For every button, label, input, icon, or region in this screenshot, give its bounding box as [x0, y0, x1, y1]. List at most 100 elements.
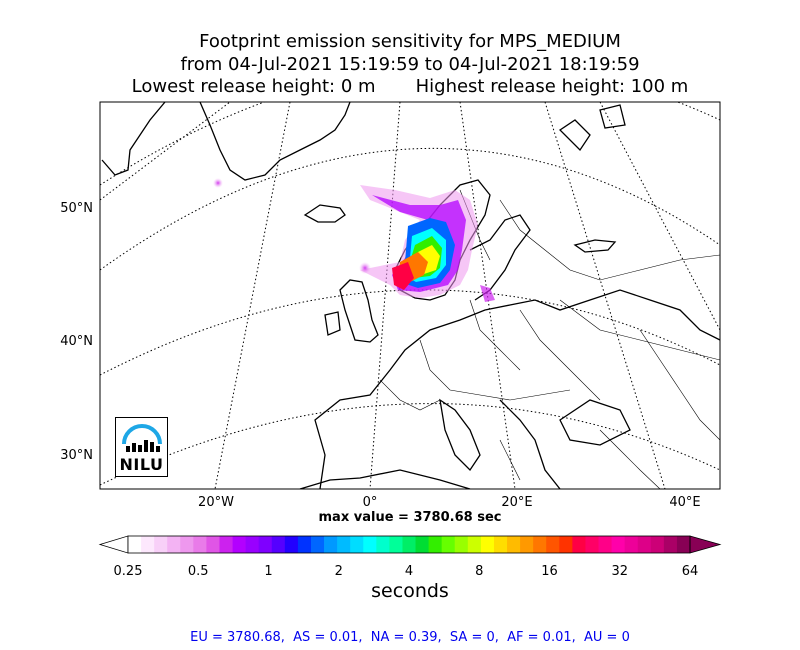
- colorbar-segment: [624, 536, 639, 553]
- colorbar-segment: [533, 536, 547, 553]
- colorbar-segment: [559, 536, 573, 553]
- colorbar-segment: [676, 536, 691, 553]
- plume-red: [392, 262, 414, 290]
- colorbar-segment: [441, 536, 456, 553]
- footprint-plume: [213, 178, 495, 302]
- colorbar-segment: [572, 536, 586, 553]
- region-stats: EU = 3780.68, AS = 0.01, NA = 0.39, SA =…: [190, 630, 630, 645]
- greenland-coast: [101, 102, 351, 181]
- colorbar-segment: [428, 536, 443, 553]
- colorbar-segment: [415, 536, 429, 553]
- lat-label-50n: 50°N: [60, 201, 93, 216]
- colorbar-extend-low: [98, 535, 129, 554]
- colorbar-tick-label: 4: [404, 564, 414, 579]
- colorbar-segment: [245, 536, 260, 553]
- colorbar-segment: [219, 536, 233, 553]
- colorbar-segment: [363, 536, 377, 553]
- logo-bar-5: [150, 442, 154, 452]
- logo-bar-6: [156, 446, 160, 452]
- colorbar-frame: [127, 535, 691, 554]
- plume-south-tail: [480, 285, 495, 302]
- colorbar-segment: [193, 536, 207, 553]
- colorbar-segment: [258, 536, 273, 553]
- logo-arc: [122, 424, 162, 445]
- plume-spot-greenland: [213, 178, 223, 188]
- black-sea-coast: [559, 399, 631, 446]
- colorbar-segment: [271, 536, 286, 553]
- plume-spot-west: [359, 262, 371, 274]
- colorbar-segment: [337, 536, 351, 553]
- baltic-finland-coast: [469, 214, 531, 301]
- colorbar-tick-label: 16: [541, 564, 558, 579]
- colorbar-segment: [493, 536, 508, 553]
- colorbar-segment: [128, 536, 142, 553]
- iceland-coast: [303, 204, 346, 223]
- colorbar-segment: [546, 536, 560, 553]
- logo-bar-4: [144, 440, 148, 452]
- country-borders: [379, 189, 720, 489]
- colorbar-segment: [637, 536, 652, 553]
- greece-balkan-coast: [499, 399, 561, 489]
- colorbar-segment: [154, 536, 168, 553]
- colorbar-tick-label: 8: [475, 564, 484, 579]
- colorbar-segment: [389, 536, 403, 553]
- colorbar-segment: [310, 536, 325, 553]
- colorbar-tick-label: 0.25: [113, 564, 143, 579]
- colorbar-segment: [520, 536, 534, 553]
- lat-label-30n: 30°N: [60, 448, 93, 463]
- colorbar-segment: [324, 536, 338, 553]
- nilu-logo: NILU: [115, 417, 168, 477]
- lon-label-0: 0°: [363, 495, 378, 510]
- novaya-zemlya-coast: [573, 239, 617, 253]
- colorbar-tick-label: 64: [681, 564, 699, 579]
- africa-coast: [299, 469, 471, 489]
- colorbar-segment: [467, 536, 482, 553]
- max-value-label: max value = 3780.68 sec: [318, 510, 502, 525]
- latitude-labels: 50°N 40°N 30°N: [60, 201, 93, 463]
- colorbar-segment: [232, 536, 247, 553]
- svalbard-coast: [558, 104, 626, 152]
- logo-bar-3: [138, 445, 142, 452]
- nilu-logo-text: NILU: [119, 455, 164, 474]
- continental-coast: [314, 289, 720, 489]
- colorbar-segment: [585, 536, 599, 553]
- colorbar-segment: [598, 536, 612, 553]
- colorbar-extend-high: [689, 535, 722, 554]
- highest-release-height: Highest release height: 100 m: [415, 76, 689, 97]
- map-frame: [99, 101, 721, 490]
- colorbar-segment: [663, 536, 678, 553]
- lon-label-40e: 40°E: [669, 495, 700, 510]
- colorbar-tick-label: 32: [611, 564, 629, 579]
- colorbar-segment: [141, 536, 155, 553]
- colorbar-label: seconds: [371, 580, 449, 602]
- colorbar: [98, 535, 722, 554]
- colorbar-segment: [507, 536, 521, 553]
- logo-bar-1: [126, 446, 130, 452]
- longitude-labels: 20°W 0° 20°E 40°E: [198, 495, 701, 510]
- colorbar-segment: [284, 536, 299, 553]
- lowest-release-height: Lowest release height: 0 m: [131, 76, 376, 97]
- colorbar-segment: [376, 536, 390, 553]
- nilu-logo-icon: [122, 424, 162, 452]
- chart-title-line2: from 04-Jul-2021 15:19:59 to 04-Jul-2021…: [180, 54, 640, 75]
- colorbar-segment: [480, 536, 495, 553]
- graticule-meridians: [100, 102, 720, 489]
- lat-label-40n: 40°N: [60, 334, 93, 349]
- colorbar-tick-label: 0.5: [187, 564, 209, 579]
- chart-title-line1: Footprint emission sensitivity for MPS_M…: [199, 31, 621, 52]
- chart-title-line3: Lowest release height: 0 m Highest relea…: [0, 76, 800, 98]
- italy-coast: [439, 398, 481, 472]
- colorbar-segment: [297, 536, 312, 553]
- lon-label-20e: 20°E: [501, 495, 532, 510]
- colorbar-tick-label: 1: [264, 564, 273, 579]
- logo-bar-2: [132, 443, 136, 452]
- colorbar-segment: [350, 536, 364, 553]
- colorbar-segment: [454, 536, 469, 553]
- lon-label-20w: 20°W: [198, 495, 234, 510]
- colorbar-tick-label: 2: [334, 564, 343, 579]
- colorbar-segment: [402, 536, 416, 553]
- colorbar-segment: [206, 536, 220, 553]
- colorbar-segment: [611, 536, 626, 553]
- colorbar-segment: [650, 536, 665, 553]
